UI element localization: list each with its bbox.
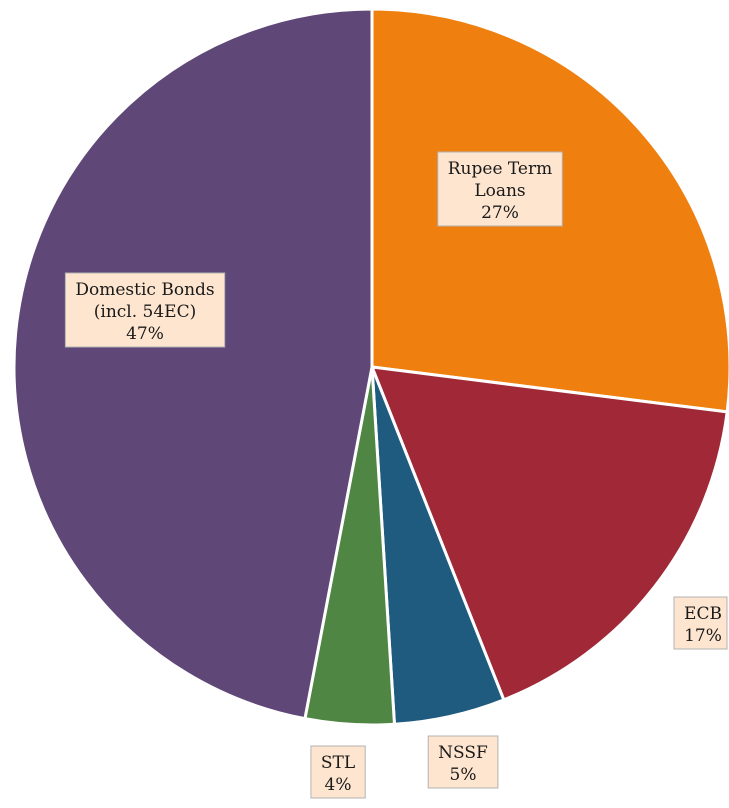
data-label-category: Domestic Bonds — [75, 280, 214, 300]
data-label-category: NSSF — [438, 743, 488, 763]
data-label-value: 47% — [126, 324, 164, 344]
data-label-box — [427, 735, 499, 789]
data-label-value: 5% — [450, 765, 477, 785]
data-label-category: ECB — [684, 604, 722, 624]
data-label-value: 27% — [481, 203, 519, 223]
slice-domestic-bonds-incl-54ec — [12, 7, 374, 721]
data-label-category: Rupee Term — [448, 159, 552, 179]
data-label-category: (incl. 54EC) — [94, 302, 196, 322]
data-label-category: Loans — [474, 181, 525, 201]
data-label-box — [673, 596, 728, 650]
data-label-box — [64, 272, 226, 348]
data-label-box — [310, 745, 366, 799]
data-label-box — [437, 151, 563, 227]
data-label-value: 4% — [325, 775, 352, 795]
slice-ecb — [370, 365, 729, 702]
data-label-category: STL — [321, 753, 355, 773]
pie-slices — [12, 7, 729, 727]
data-label-value: 17% — [684, 626, 722, 646]
data-label-domestic-bonds-incl-54ec: Domestic Bonds(incl. 54EC)47% — [64, 272, 226, 348]
